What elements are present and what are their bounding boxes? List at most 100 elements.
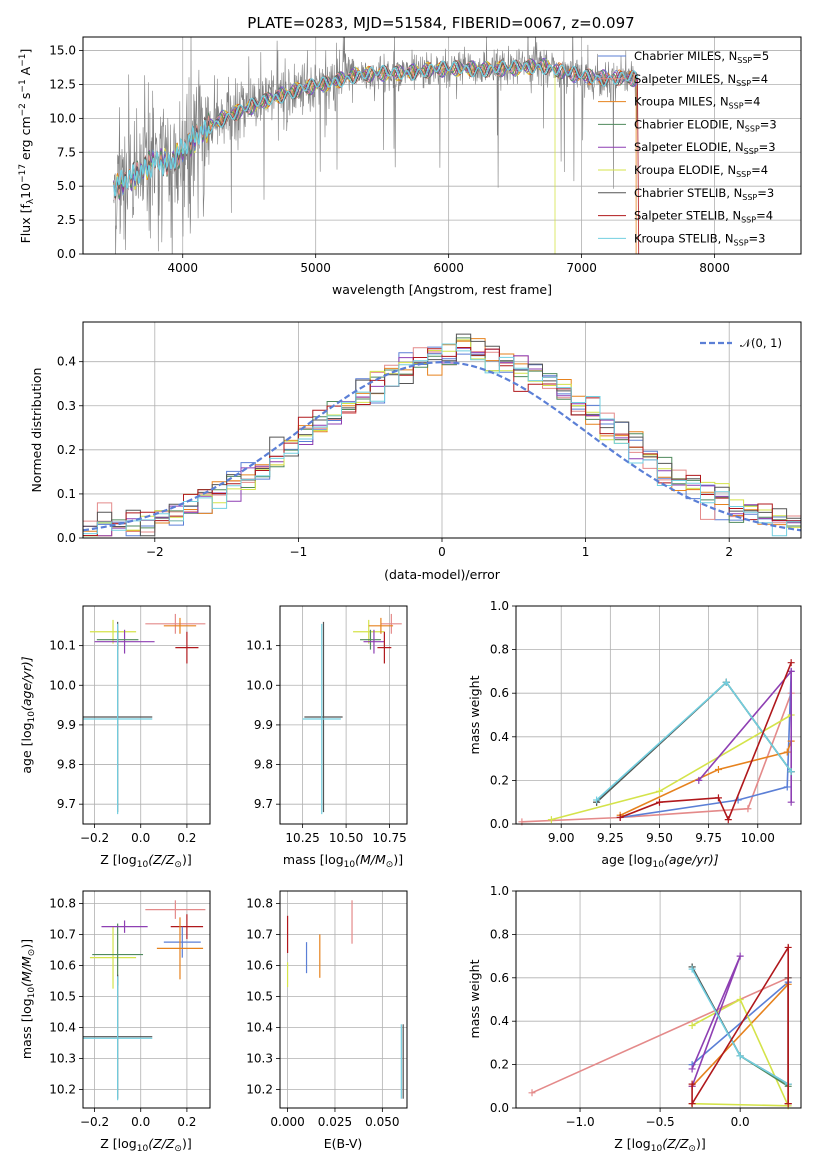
mass-weight-age-x-axis-label: age [log10(age/yr)]: [601, 852, 718, 870]
mass-weight-marker-salpeter_elodie: [787, 798, 795, 806]
mass-weight-line-chabrier_stelib: [596, 681, 792, 803]
x-tick-label: 8000: [699, 261, 730, 275]
x-tick-label: −0.5: [646, 1115, 675, 1129]
y-tick-label: 1.0: [490, 884, 509, 898]
y-tick-label: 10.7: [49, 927, 76, 941]
spectrum-x-axis-label: wavelength [Angstrom, rest frame]: [332, 282, 552, 297]
mass-weight-marker-kroupa_stelib: [688, 965, 696, 973]
legend-label-chabrier_stelib: Chabrier STELIB, NSSP=3: [634, 186, 774, 202]
mass-weight-Z-x-axis-label: Z [log10(Z/Z⊙)]: [614, 1136, 705, 1154]
mass-weight-marker-salpeter_miles: [528, 1089, 536, 1097]
model-spectrum-kroupa_stelib: [112, 60, 639, 197]
x-tick-label: 10.50: [329, 831, 363, 845]
mass-weight-line-kroupa_stelib: [596, 681, 792, 801]
mass-weight-y-axis-label-1: mass weight: [467, 675, 482, 754]
x-tick-label: −0.2: [80, 1115, 109, 1129]
legend-label-salpeter_elodie: Salpeter ELODIE, NSSP=3: [634, 140, 776, 156]
y-tick-label: 10.1: [246, 639, 273, 653]
y-tick-label: 10.2: [246, 1082, 273, 1096]
y-tick-label: 0.0: [57, 531, 76, 545]
y-tick-label: 0.0: [490, 817, 509, 831]
x-tick-label: 0.2: [177, 831, 196, 845]
y-tick-label: 10.4: [49, 1020, 76, 1034]
age-vs-Z-x-axis-label: Z [log10(Z/Z⊙)]: [100, 852, 191, 870]
residuals-legend: 𝒩(0, 1): [700, 336, 782, 350]
y-tick-label: 0.8: [490, 643, 509, 657]
y-tick-label: 10.0: [246, 678, 273, 692]
x-tick-label: 0.0: [131, 831, 150, 845]
x-tick-label: 9.50: [646, 831, 673, 845]
mass-weight-marker-salpeter_stelib: [714, 794, 722, 802]
y-tick-label: 10.6: [246, 958, 273, 972]
mass-weight-marker-salpeter_elodie: [695, 776, 703, 784]
y-tick-label: 7.5: [57, 145, 76, 159]
legend-label-kroupa_miles: Kroupa MILES, NSSP=4: [634, 95, 760, 111]
mass-weight-marker-kroupa_elodie: [688, 1022, 696, 1030]
mass-weight-line-salpeter_stelib: [619, 662, 792, 822]
y-tick-label: 0.2: [490, 773, 509, 787]
y-tick-label: 9.7: [254, 797, 273, 811]
y-tick-label: 0.3: [57, 399, 76, 413]
x-tick-label: 0: [438, 545, 446, 559]
residuals-x-axis-label: (data-model)/error: [384, 567, 501, 582]
y-tick-label: 0.2: [490, 1058, 509, 1072]
x-tick-label: 2: [725, 545, 733, 559]
y-tick-label: 12.5: [49, 77, 76, 91]
y-tick-label: 0.8: [490, 927, 509, 941]
y-tick-label: 0.4: [490, 730, 509, 744]
x-tick-label: 9.25: [597, 831, 624, 845]
mass-weight-marker-salpeter_stelib: [784, 1100, 792, 1108]
mass-weight-marker-salpeter_stelib: [787, 659, 795, 667]
x-tick-label: 9.75: [695, 831, 722, 845]
mass-weight-marker-salpeter_stelib: [784, 943, 792, 951]
y-tick-label: 10.2: [49, 1082, 76, 1096]
mass-weight-vs-Z-panel: −1.0 −0.5 0.0 0.0 0.2 0.4 0.6 0.8 1.0 Z [log10(Z…: [467, 884, 802, 1154]
mass-weight-marker-kroupa_stelib: [593, 796, 601, 804]
gaussian-curve: [82, 360, 802, 532]
y-tick-label: 0.2: [57, 443, 76, 457]
mass-vs-Z-x-axis-label: Z [log10(Z/Z⊙)]: [100, 1136, 191, 1154]
y-tick-label: 1.0: [490, 599, 509, 613]
mass-weight-marker-salpeter_stelib: [724, 816, 732, 824]
legend-label-chabrier_elodie: Chabrier ELODIE, NSSP=3: [634, 117, 777, 133]
x-tick-label: 4000: [167, 261, 198, 275]
mass-weight-marker-kroupa_elodie: [736, 996, 744, 1003]
spectrum-panel: 4000 5000 6000 7000 8000 0.0 2.5 5.0 7.5 10.0 12.5…: [18, 36, 802, 297]
x-tick-label: 6000: [433, 261, 464, 275]
residual-hist-salpeter_elodie: [83, 347, 801, 537]
x-tick-label: −0.2: [80, 831, 109, 845]
x-tick-label: 0.0: [731, 1115, 750, 1129]
mass-weight-marker-kroupa_elodie: [655, 787, 663, 795]
mass-weight-vs-age-panel: 9.00 9.25 9.50 9.75 10.000.00.20.40.60.81.0 …: [467, 599, 802, 870]
figure-title: PLATE=0283, MJD=51584, FIBERID=0067, z=0…: [247, 14, 634, 32]
mass-weight-line-chabrier_miles: [620, 671, 792, 819]
y-tick-label: 10.8: [49, 896, 76, 910]
mass-weight-marker-salpeter_elodie: [688, 1065, 696, 1073]
y-tick-label: 9.8: [254, 758, 273, 772]
y-tick-label: 10.5: [49, 989, 76, 1003]
mass-y-axis-label: mass [log10(M/M⊙)]: [19, 939, 37, 1059]
gaussian-legend-label: 𝒩(0, 1): [740, 336, 782, 350]
y-tick-label: 10.3: [246, 1051, 273, 1065]
y-tick-label: 10.5: [246, 989, 273, 1003]
y-tick-label: 15.0: [49, 44, 76, 58]
y-tick-label: 10.6: [49, 958, 76, 972]
x-tick-label: −2: [146, 545, 164, 559]
x-tick-label: 1: [582, 545, 590, 559]
residual-hist-kroupa_stelib: [83, 343, 801, 537]
y-tick-label: 9.9: [254, 718, 273, 732]
y-tick-label: 0.0: [57, 247, 76, 261]
mass-weight-marker-kroupa_stelib: [736, 1052, 744, 1060]
x-tick-label: 10.25: [285, 831, 319, 845]
model-spectrum-salpeter_stelib: [113, 60, 640, 254]
age-vs-mass-panel: 10.25 10.50 10.75 9.7 9.8 9.9 10.0 10.1 mass [l…: [246, 605, 408, 870]
mass-weight-line-kroupa_elodie: [551, 714, 792, 821]
mass-weight-marker-salpeter_elodie: [736, 952, 744, 960]
y-tick-label: 0.4: [490, 1014, 509, 1028]
ebv-x-axis-label: E(B-V): [324, 1136, 363, 1151]
x-tick-label: −1: [290, 545, 308, 559]
mass-weight-marker-salpeter_stelib: [688, 1100, 696, 1108]
y-tick-label: 0.1: [57, 487, 76, 501]
x-tick-label: 0.2: [177, 1115, 196, 1129]
